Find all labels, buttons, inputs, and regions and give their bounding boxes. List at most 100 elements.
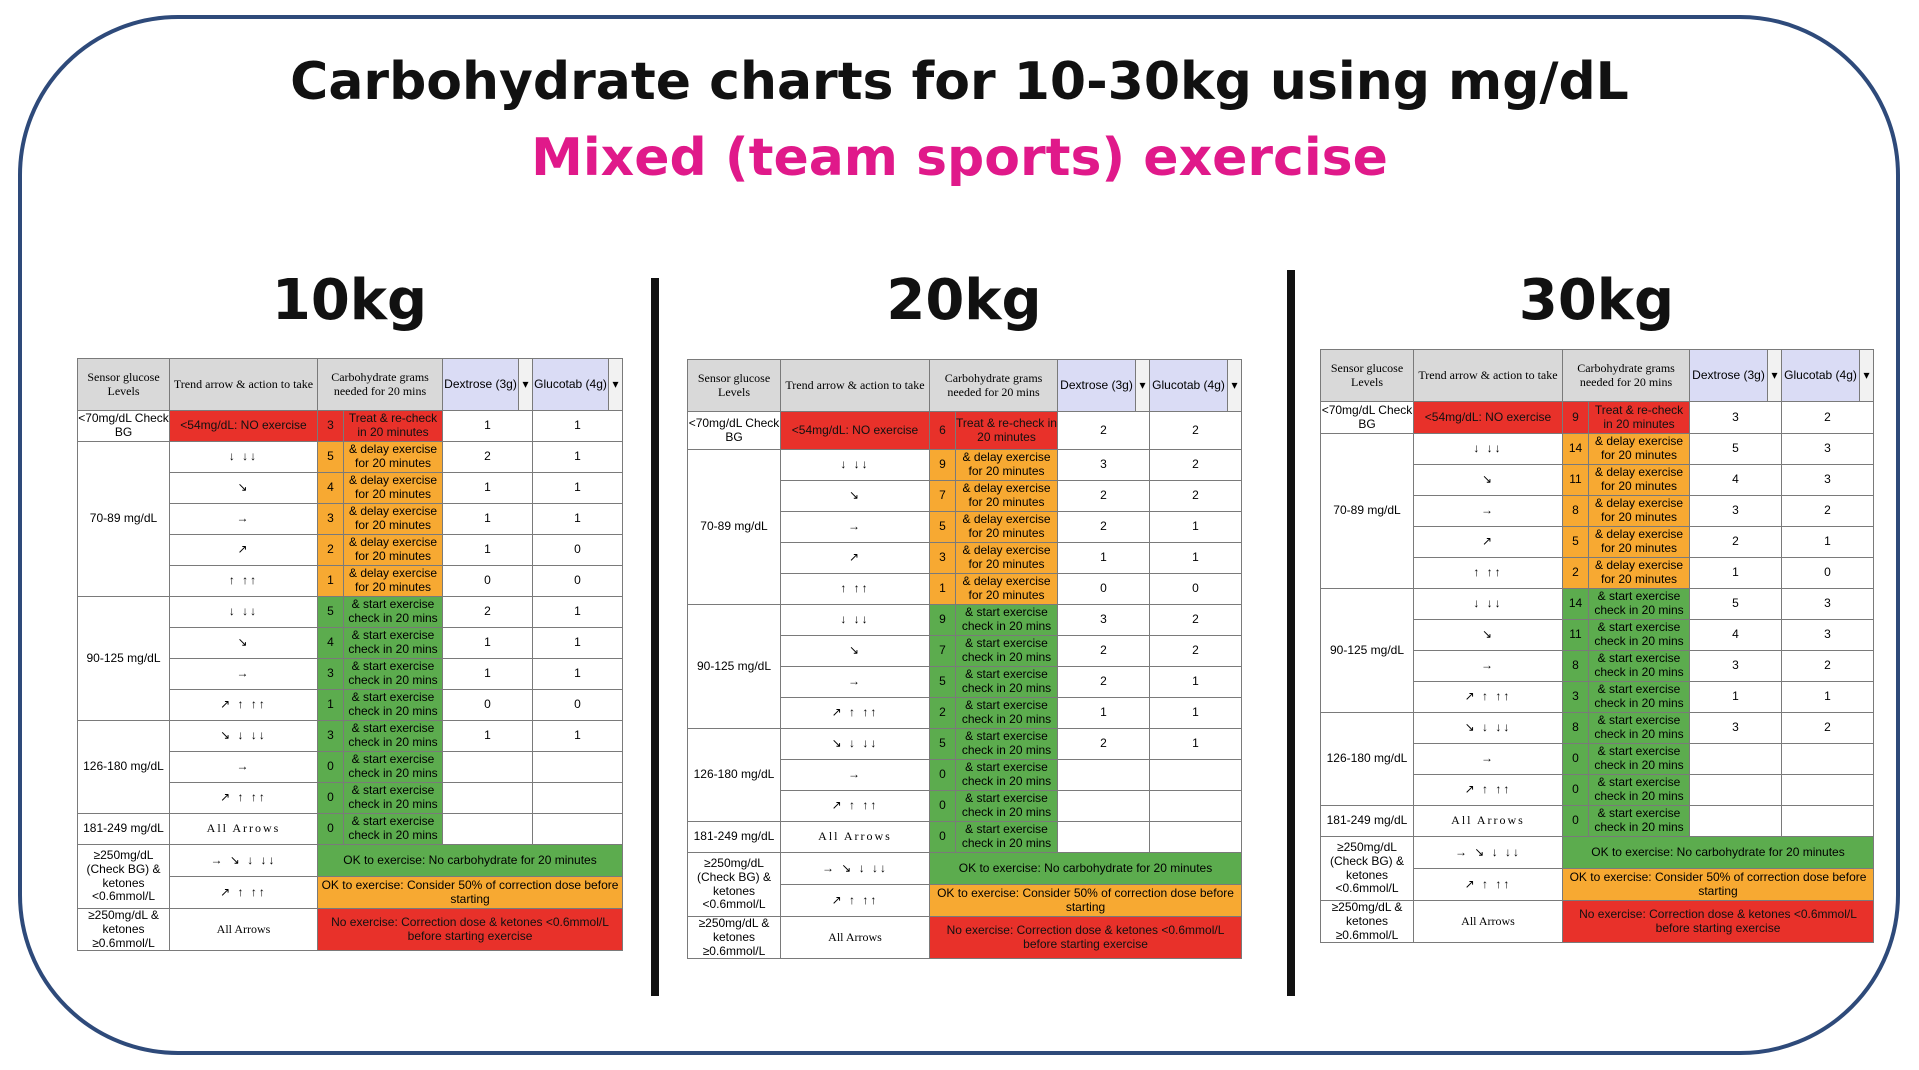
table-row: <70mg/dL Check BG <54mg/dL: NO exercise 3 T… xyxy=(77,410,624,442)
glucotab-value: 3 xyxy=(1781,619,1875,651)
carb-grams: 3 xyxy=(317,720,344,752)
trend-arrow-cell: ↓ ↓↓ xyxy=(780,604,930,636)
carb-grams: 3 xyxy=(317,410,344,442)
action-note: & start exercise check in 20 mins xyxy=(954,604,1059,636)
glucotab-dropdown-icon[interactable]: ▾ xyxy=(608,358,624,411)
dextrose-value: 3 xyxy=(1057,449,1151,481)
header-row: Sensor glucose Levels Trend arrow & actio… xyxy=(687,359,1243,412)
carb-grams: 0 xyxy=(317,751,344,783)
dextrose-value xyxy=(1689,774,1783,806)
glucotab-dropdown-icon[interactable]: ▾ xyxy=(1859,349,1875,402)
carb-grams: 8 xyxy=(1562,650,1589,682)
carb-grams: 5 xyxy=(317,596,344,628)
carb-grams: 0 xyxy=(929,759,956,791)
dextrose-value xyxy=(1057,821,1151,853)
action-note: & delay exercise for 20 minutes xyxy=(342,534,444,566)
table-row: ↗ ↑ ↑↑ OK to exercise: Consider 50% of co… xyxy=(688,884,1243,917)
trend-arrow-cell: ↘ xyxy=(169,472,318,504)
action-note: & start exercise check in 20 mins xyxy=(342,658,444,690)
header-trend: Trend arrow & action to take xyxy=(780,359,930,412)
dextrose-value: 1 xyxy=(442,534,534,566)
carb-grams: 3 xyxy=(1562,681,1589,713)
dextrose-value: 1 xyxy=(1689,681,1783,713)
header-dextrose[interactable]: Dextrose (3g) xyxy=(1057,359,1137,412)
header-glucotab[interactable]: Glucotab (4g) xyxy=(532,358,610,411)
trend-arrow-cell: → xyxy=(780,511,930,543)
level-cell: 90-125 mg/dL xyxy=(77,596,170,721)
trend-arrow-cell: → xyxy=(169,658,318,690)
table-row: → 0 & start exercise check in 20 mins xyxy=(688,759,1243,791)
table-row: ↗ ↑ ↑↑ 3 & start exercise check in 20 mins… xyxy=(1321,681,1875,713)
trend-arrow-cell: ↗ ↑ ↑↑ xyxy=(780,790,930,822)
dextrose-value: 0 xyxy=(1057,573,1151,605)
level-cell: 181-249 mg/dL xyxy=(1320,805,1414,837)
table-row: ↗ ↑ ↑↑ OK to exercise: Consider 50% of co… xyxy=(78,876,624,909)
trend-arrow-cell: → ↘ ↓ ↓↓ xyxy=(169,844,318,877)
table-row: 70-89 mg/dL ↓ ↓↓ 5 & delay exercise for 20 … xyxy=(77,441,624,597)
glucotab-value: 2 xyxy=(1781,495,1875,527)
carb-grams: 0 xyxy=(1562,774,1589,806)
trend-arrow-cell: → xyxy=(780,759,930,791)
glucotab-dropdown-icon[interactable]: ▾ xyxy=(1227,359,1243,412)
dextrose-value xyxy=(1689,805,1783,837)
dextrose-value: 2 xyxy=(1057,411,1151,450)
table-row: 181-249 mg/dL All Arrows 0 & start exercise… xyxy=(77,813,624,845)
trend-arrow-cell: → ↘ ↓ ↓↓ xyxy=(1413,836,1563,869)
divider-right xyxy=(1287,270,1295,996)
trend-arrow-cell: ↗ ↑ ↑↑ xyxy=(169,876,318,909)
dextrose-dropdown-icon[interactable]: ▾ xyxy=(1767,349,1783,402)
level-cell: <70mg/dL Check BG xyxy=(77,410,170,442)
trend-arrow-cell: ↓ ↓↓ xyxy=(780,449,930,481)
carb-grams: 1 xyxy=(929,573,956,605)
trend-arrow-cell: ↗ ↑ ↑↑ xyxy=(169,782,318,814)
dextrose-value: 0 xyxy=(442,689,534,721)
dextrose-dropdown-icon[interactable]: ▾ xyxy=(518,358,534,411)
action-note: & delay exercise for 20 minutes xyxy=(342,503,444,535)
action-note: & delay exercise for 20 minutes xyxy=(342,441,444,473)
level-cell: ≥250mg/dL & ketones ≥0.6mmol/L xyxy=(1320,899,1414,944)
action-note: & start exercise check in 20 mins xyxy=(1587,743,1691,775)
header-carb: Carbohydrate grams needed for 20 mins xyxy=(928,359,1059,412)
glucotab-value xyxy=(1781,743,1875,775)
trend-arrow-cell: ↘ xyxy=(1413,464,1563,496)
dextrose-value: 0 xyxy=(442,565,534,597)
ok-consider-cell: OK to exercise: Consider 50% of correcti… xyxy=(316,876,624,909)
carb-grams: 5 xyxy=(929,511,956,543)
glucotab-value: 1 xyxy=(532,441,624,473)
trend-arrow-cell: All Arrows xyxy=(780,821,930,853)
table-row: ↘ 11 & start exercise check in 20 mins 4 3 xyxy=(1321,619,1875,651)
carb-grams: 8 xyxy=(1562,712,1589,744)
glucotab-value: 2 xyxy=(1149,411,1243,450)
level-cell: 70-89 mg/dL xyxy=(687,449,781,605)
header-glucotab[interactable]: Glucotab (4g) xyxy=(1149,359,1229,412)
dextrose-value: 1 xyxy=(442,410,534,442)
action-note: & start exercise check in 20 mins xyxy=(342,782,444,814)
table-row: ↗ ↑ ↑↑ 0 & start exercise check in 20 mins xyxy=(78,782,624,814)
header-glucotab[interactable]: Glucotab (4g) xyxy=(1781,349,1861,402)
trend-arrow-cell: ↓ ↓↓ xyxy=(1413,433,1563,465)
action-note: & delay exercise for 20 minutes xyxy=(1587,495,1691,527)
table-row: ↘ 7 & delay exercise for 20 minutes 2 2 xyxy=(688,480,1243,512)
dextrose-value: 2 xyxy=(1057,511,1151,543)
header-dextrose[interactable]: Dextrose (3g) xyxy=(442,358,520,411)
glucotab-value: 1 xyxy=(1781,681,1875,713)
dextrose-value: 4 xyxy=(1689,464,1783,496)
trend-arrow-cell: ↗ ↑ ↑↑ xyxy=(1413,868,1563,901)
rounded-frame xyxy=(18,15,1900,1055)
ok-no-carb-cell: OK to exercise: No carbohydrate for 20 m… xyxy=(316,844,624,877)
header-dextrose[interactable]: Dextrose (3g) xyxy=(1689,349,1769,402)
dextrose-value: 1 xyxy=(442,503,534,535)
trend-arrow-cell: ↘ ↓ ↓↓ xyxy=(169,720,318,752)
action-note: & delay exercise for 20 minutes xyxy=(954,511,1059,543)
dextrose-value: 1 xyxy=(442,472,534,504)
action-note: Treat & re-check in 20 minutes xyxy=(1587,401,1691,434)
level-cell: 70-89 mg/dL xyxy=(1320,433,1414,589)
dextrose-dropdown-icon[interactable]: ▾ xyxy=(1135,359,1151,412)
carb-grams: 5 xyxy=(317,441,344,473)
table-row: ≥250mg/dL (Check BG) & ketones <0.6mmol/… xyxy=(1320,836,1875,901)
action-note: & start exercise check in 20 mins xyxy=(342,813,444,845)
trend-arrow-cell: ↘ xyxy=(780,635,930,667)
action-note: & start exercise check in 20 mins xyxy=(954,697,1059,729)
action-note: & delay exercise for 20 minutes xyxy=(1587,557,1691,589)
action-note: & delay exercise for 20 minutes xyxy=(1587,433,1691,465)
